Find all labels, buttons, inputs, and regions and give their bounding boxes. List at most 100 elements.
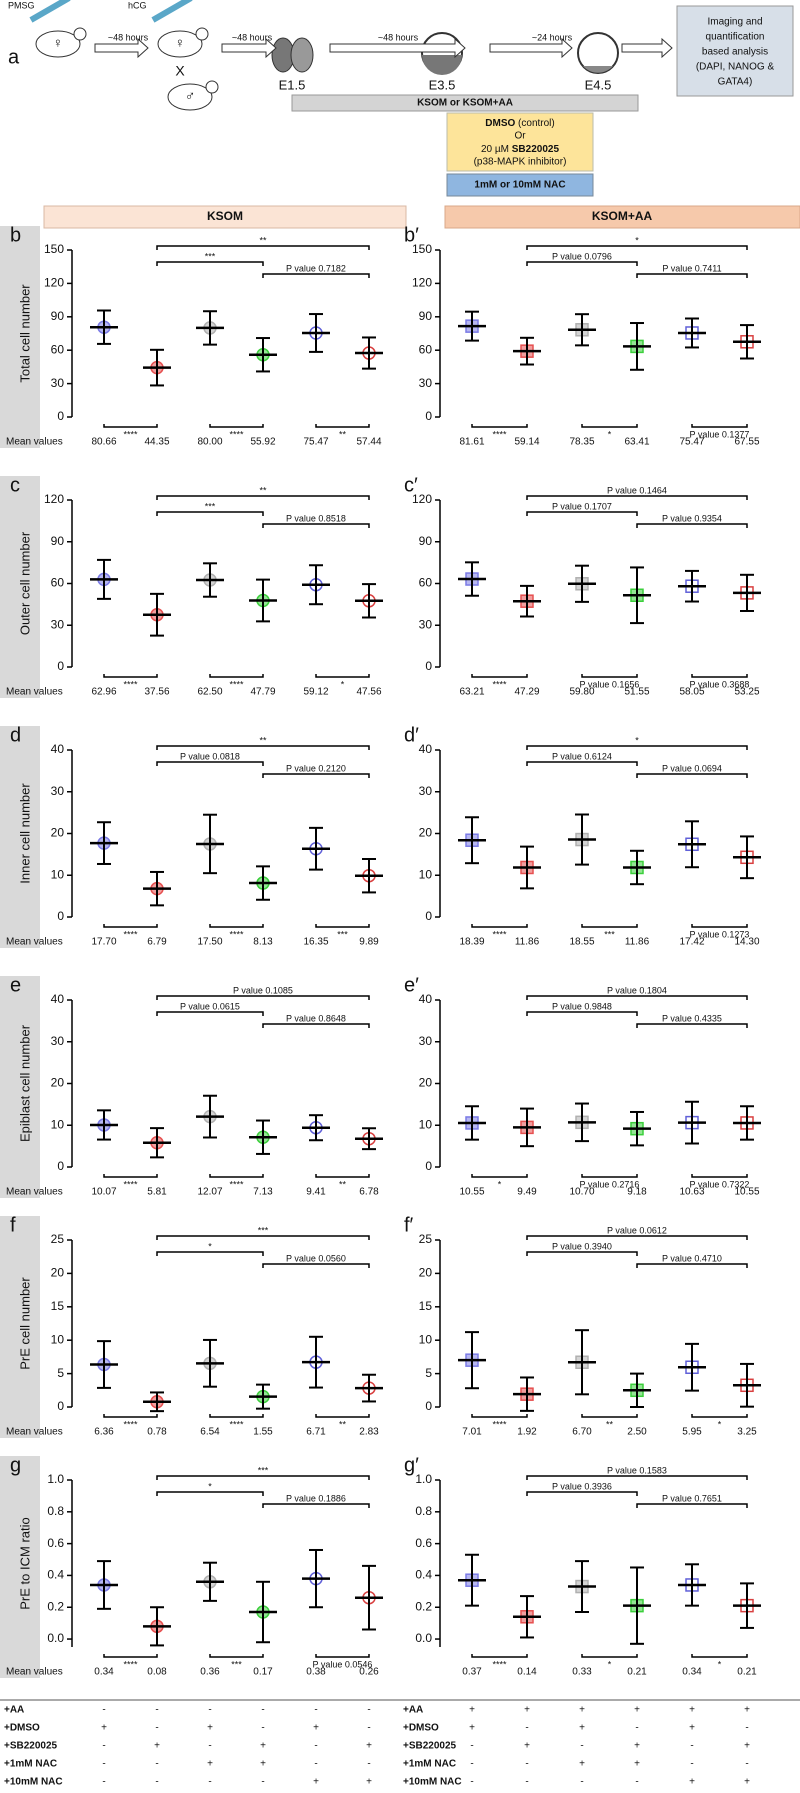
significance: P value 0.7411 — [662, 263, 721, 273]
condition-cell: + — [101, 1723, 107, 1734]
panel-label: b — [10, 224, 21, 246]
condition-cell: - — [208, 1777, 211, 1788]
y-tick-label: 60 — [419, 576, 433, 590]
condition-cell: + — [366, 1741, 372, 1752]
condition-cell: + — [634, 1741, 640, 1752]
mean-value: 0.37 — [462, 1667, 482, 1678]
condition-cell: - — [102, 1741, 105, 1752]
bracket — [262, 523, 370, 528]
y-tick-label: 10 — [51, 1332, 65, 1346]
bracket — [156, 995, 370, 1000]
interval: ~48 hours — [108, 32, 149, 42]
y-tick-label: 1.0 — [415, 1472, 432, 1486]
mean-value: 10.63 — [679, 1187, 704, 1198]
bracket — [471, 424, 528, 428]
y-tick-label: 40 — [419, 742, 433, 756]
bracket — [262, 773, 370, 778]
significance: ** — [259, 735, 267, 745]
significance: **** — [123, 929, 138, 939]
significance: ** — [259, 235, 267, 245]
bracket — [103, 924, 158, 928]
condition-cell: - — [102, 1777, 105, 1788]
syringe — [151, 0, 193, 23]
condition-cell: - — [367, 1705, 370, 1716]
y-tick-label: 40 — [419, 992, 433, 1006]
bracket — [315, 924, 370, 928]
condition-cell: - — [155, 1723, 158, 1734]
mean-value: 63.41 — [624, 437, 649, 448]
condition-cell: - — [470, 1777, 473, 1788]
significance: *** — [205, 501, 216, 511]
panel-label: c — [10, 474, 20, 496]
significance: P value 0.4710 — [662, 1253, 722, 1263]
significance: *** — [258, 1465, 269, 1475]
mean-value: 47.56 — [356, 687, 381, 698]
significance: * — [208, 1241, 212, 1251]
mean-value: 16.35 — [303, 937, 328, 948]
cell — [290, 37, 314, 73]
y-tick-label: 20 — [419, 1266, 433, 1280]
mean-value: 62.96 — [91, 687, 116, 698]
panel-label: f′ — [404, 1214, 414, 1236]
bracket — [103, 1654, 158, 1658]
significance: P value 0.7322 — [690, 1179, 750, 1189]
y-tick-label: 10 — [51, 1117, 65, 1131]
mean-value: 37.56 — [144, 687, 169, 698]
y-tick-label: 0.6 — [415, 1536, 432, 1550]
mean-value: 6.54 — [200, 1427, 220, 1438]
mean-value: 47.29 — [514, 687, 539, 698]
stage: E3.5 — [429, 77, 456, 92]
y-tick-label: 0.0 — [415, 1631, 432, 1645]
condition-cell: - — [314, 1759, 317, 1770]
mean-value: 2.50 — [627, 1427, 647, 1438]
bracket — [691, 674, 748, 678]
condition-cell: - — [470, 1741, 473, 1752]
y-tick-label: 10 — [51, 867, 65, 881]
significance: P value 0.1804 — [607, 985, 667, 995]
bracket — [691, 1654, 748, 1658]
condition-cell: - — [470, 1759, 473, 1770]
y-tick-label: 0.2 — [415, 1599, 432, 1613]
stage: E4.5 — [585, 77, 612, 92]
condition-label: +AA — [403, 1705, 423, 1716]
mean-value: 17.42 — [679, 937, 704, 948]
bracket — [156, 1251, 264, 1256]
panel-strip — [0, 476, 40, 698]
significance: * — [341, 679, 345, 689]
y-tick-label: 0 — [57, 409, 64, 423]
y-tick-label: 25 — [419, 1232, 433, 1246]
interval: ~24 hours — [532, 32, 573, 42]
arrow — [94, 37, 149, 59]
panel-label: d — [10, 724, 21, 746]
mean-value: 6.78 — [359, 1187, 379, 1198]
significance: P value 0.3940 — [552, 1241, 612, 1251]
y-tick-label: 90 — [51, 534, 65, 548]
condition-cell: - — [525, 1723, 528, 1734]
mean-value: 0.33 — [572, 1667, 592, 1678]
condition-cell: + — [260, 1759, 266, 1770]
panel-strip — [0, 1216, 40, 1438]
significance: **** — [123, 679, 138, 689]
condition-cell: + — [366, 1777, 372, 1788]
mean-value: 5.81 — [147, 1187, 167, 1198]
bracket — [581, 1654, 638, 1658]
condition-cell: + — [207, 1723, 213, 1734]
bracket — [691, 1174, 748, 1178]
y-tick-label: 0.8 — [415, 1504, 432, 1518]
y-tick-label: 90 — [51, 309, 65, 323]
bracket — [156, 495, 370, 500]
y-tick-label: 25 — [51, 1232, 65, 1246]
condition-cell: - — [314, 1741, 317, 1752]
panel-strip — [0, 976, 40, 1198]
analysis: (DAPI, NANOG & — [696, 62, 775, 73]
significance: **** — [492, 929, 507, 939]
arrow — [221, 37, 277, 59]
y-tick-label: 15 — [419, 1299, 433, 1313]
condition-cell: + — [634, 1759, 640, 1770]
condition-cell: - — [314, 1705, 317, 1716]
significance: * — [498, 1179, 502, 1189]
treatment-box — [446, 112, 594, 172]
y-tick-label: 150 — [44, 242, 64, 256]
y-tick-label: 60 — [51, 342, 65, 356]
condition-cell: - — [690, 1759, 693, 1770]
